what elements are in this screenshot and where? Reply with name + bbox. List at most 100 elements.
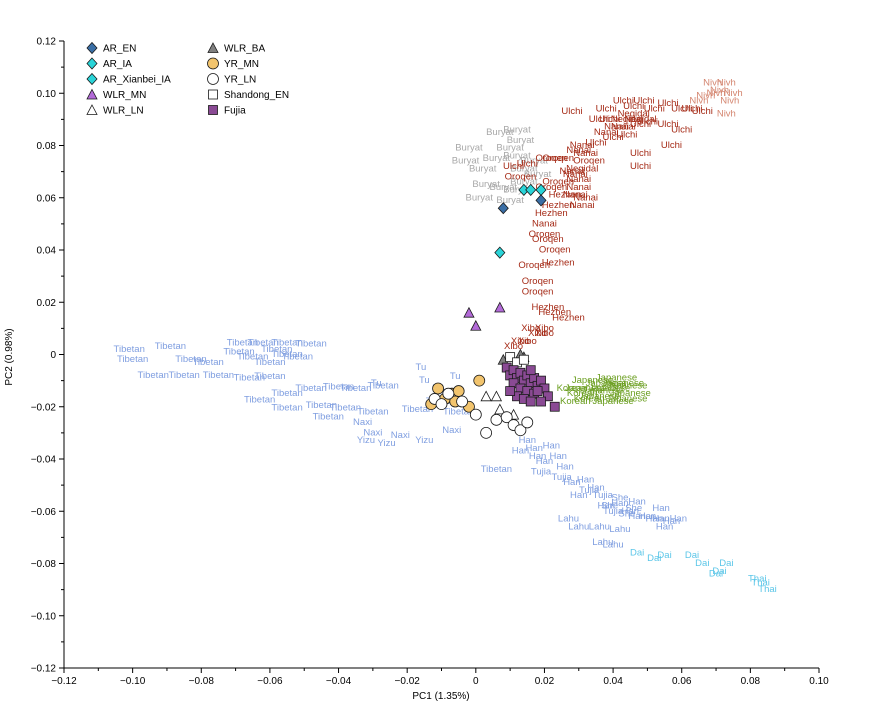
label-nivh: Nivh [689,96,708,107]
label-japanese: Japanese [565,383,606,394]
y-axis-title: PC2 (0.98%) [4,328,15,385]
label-tujia: Tujia [579,485,600,496]
point-wlr-ln [490,390,503,402]
point-fujia [525,396,536,407]
label-nanai: Nanai [611,122,636,133]
label-nanai: Nanai [604,122,629,133]
label-han: Han [628,497,645,508]
label-tibetan: Tibetan [367,380,398,391]
label-buryat: Buryat [455,143,483,154]
label-tibetan: Tibetan [203,370,234,381]
label-nanai: Nanai [563,169,588,180]
label-nivh: Nivh [717,77,736,88]
label-thai: Thai [751,578,769,589]
legend-marker-wlr-ba [207,42,219,53]
y-tick-label: −0.06 [31,507,57,518]
label-han: Han [543,440,560,451]
label-she: She [625,503,642,514]
label-buryat: Buryat [507,135,535,146]
label-oroqen: Oroqen [532,234,564,245]
label-oroqen: Oroqen [539,245,571,256]
label-han: Han [536,456,553,467]
label-han: Han [549,451,566,462]
label-dai: Dai [647,553,661,564]
x-tick-label: −0.02 [395,676,421,687]
point-shandong-en [505,352,516,363]
point-yr-ln [435,398,448,411]
label-japanese: Japanese [592,396,633,407]
label-tibetan: Tibetan [227,337,258,348]
point-yr-ln [500,411,513,424]
label-korean: Korean [557,383,588,394]
label-han: Han [622,506,639,517]
label-tibetan: Tibetan [117,354,148,365]
y-tick-label: −0.12 [31,664,57,675]
label-korean: Korean [574,393,605,404]
point-ar-ia [494,246,506,259]
label-buryat: Buryat [486,127,514,138]
label-buryat: Buryat [472,179,500,190]
label-japanese: Japanese [572,375,613,386]
x-tick-label: −0.06 [257,676,283,687]
point-fujia [542,391,553,402]
label-buryat: Buryat [524,169,552,180]
label-xibo: Xibo [521,323,540,334]
label-nivh: Nivh [717,109,736,120]
label-tu: Tu [419,375,430,386]
label-ulchi: Ulchi [623,101,644,112]
label-tibetan: Tibetan [271,349,302,360]
label-han: Han [577,474,594,485]
label-tibetan: Tibetan [481,464,512,475]
label-ulchi: Ulchi [517,158,538,169]
y-tick-label: 0.08 [37,141,57,152]
legend-label-ar-en: AR_EN [103,44,136,55]
label-she: She [612,493,629,504]
label-ulchi: Ulchi [637,117,658,128]
label-tibetan: Tibetan [138,370,169,381]
label-ulchi: Ulchi [613,96,634,107]
label-tibetan: Tibetan [313,412,344,423]
label-ulchi: Ulchi [692,106,713,117]
point-fujia [505,386,516,396]
x-tick-label: 0.08 [741,676,761,687]
label-japanese: Japanese [589,383,630,394]
label-buryat: Buryat [510,177,538,188]
label-tujia: Tujia [531,467,552,478]
label-tibetan: Tibetan [295,339,326,350]
point-fujia [525,365,536,376]
label-oroqen: Oroqen [505,171,537,182]
legend-label-yr-ln: YR_LN [224,75,256,86]
label-tibetan: Tibetan [357,406,388,417]
point-yr-ln [521,416,534,429]
label-ulchi: Ulchi [681,103,702,114]
label-japanese: Japanese [596,373,637,384]
label-nanai: Nanai [563,190,588,201]
point-yr-mn [452,385,465,397]
label-buryat: Buryat [496,143,524,154]
label-naxi: Naxi [353,417,372,428]
point-wlr-ln [494,403,506,415]
legend-label-yr-mn: YR_MN [224,59,259,70]
axes: −0.12 −0.10 −0.08 −0.06 −0.04 −0.02 0 0.02 0.04 0… [31,37,829,688]
label-hezhen: Hezhen [549,190,582,201]
label-ulchi: Ulchi [630,148,651,159]
label-ulchi: Ulchi [503,161,524,172]
label-negidal: Negidal [618,109,650,120]
legend-marker-ar-xianbei-ia [86,72,98,86]
label-xibo: Xibo [535,323,554,334]
label-tu: Tu [450,371,461,382]
label-japanese: Japanese [603,378,644,389]
label-han: Han [563,477,580,488]
label-tibetan: Tibetan [271,337,302,348]
label-han: Han [670,514,687,525]
label-lahu: Lahu [589,521,610,532]
label-oroqen: Oroqen [529,229,561,240]
label-lahu: Lahu [609,524,630,535]
label-ulchi: Ulchi [630,119,651,130]
label-han: Han [652,503,669,514]
label-tibetan: Tibetan [271,388,302,399]
label-nanai: Nanai [573,148,598,159]
point-fujia [532,386,543,396]
label-oroqen: Oroqen [535,153,567,164]
label-nanai: Nanai [594,127,619,138]
